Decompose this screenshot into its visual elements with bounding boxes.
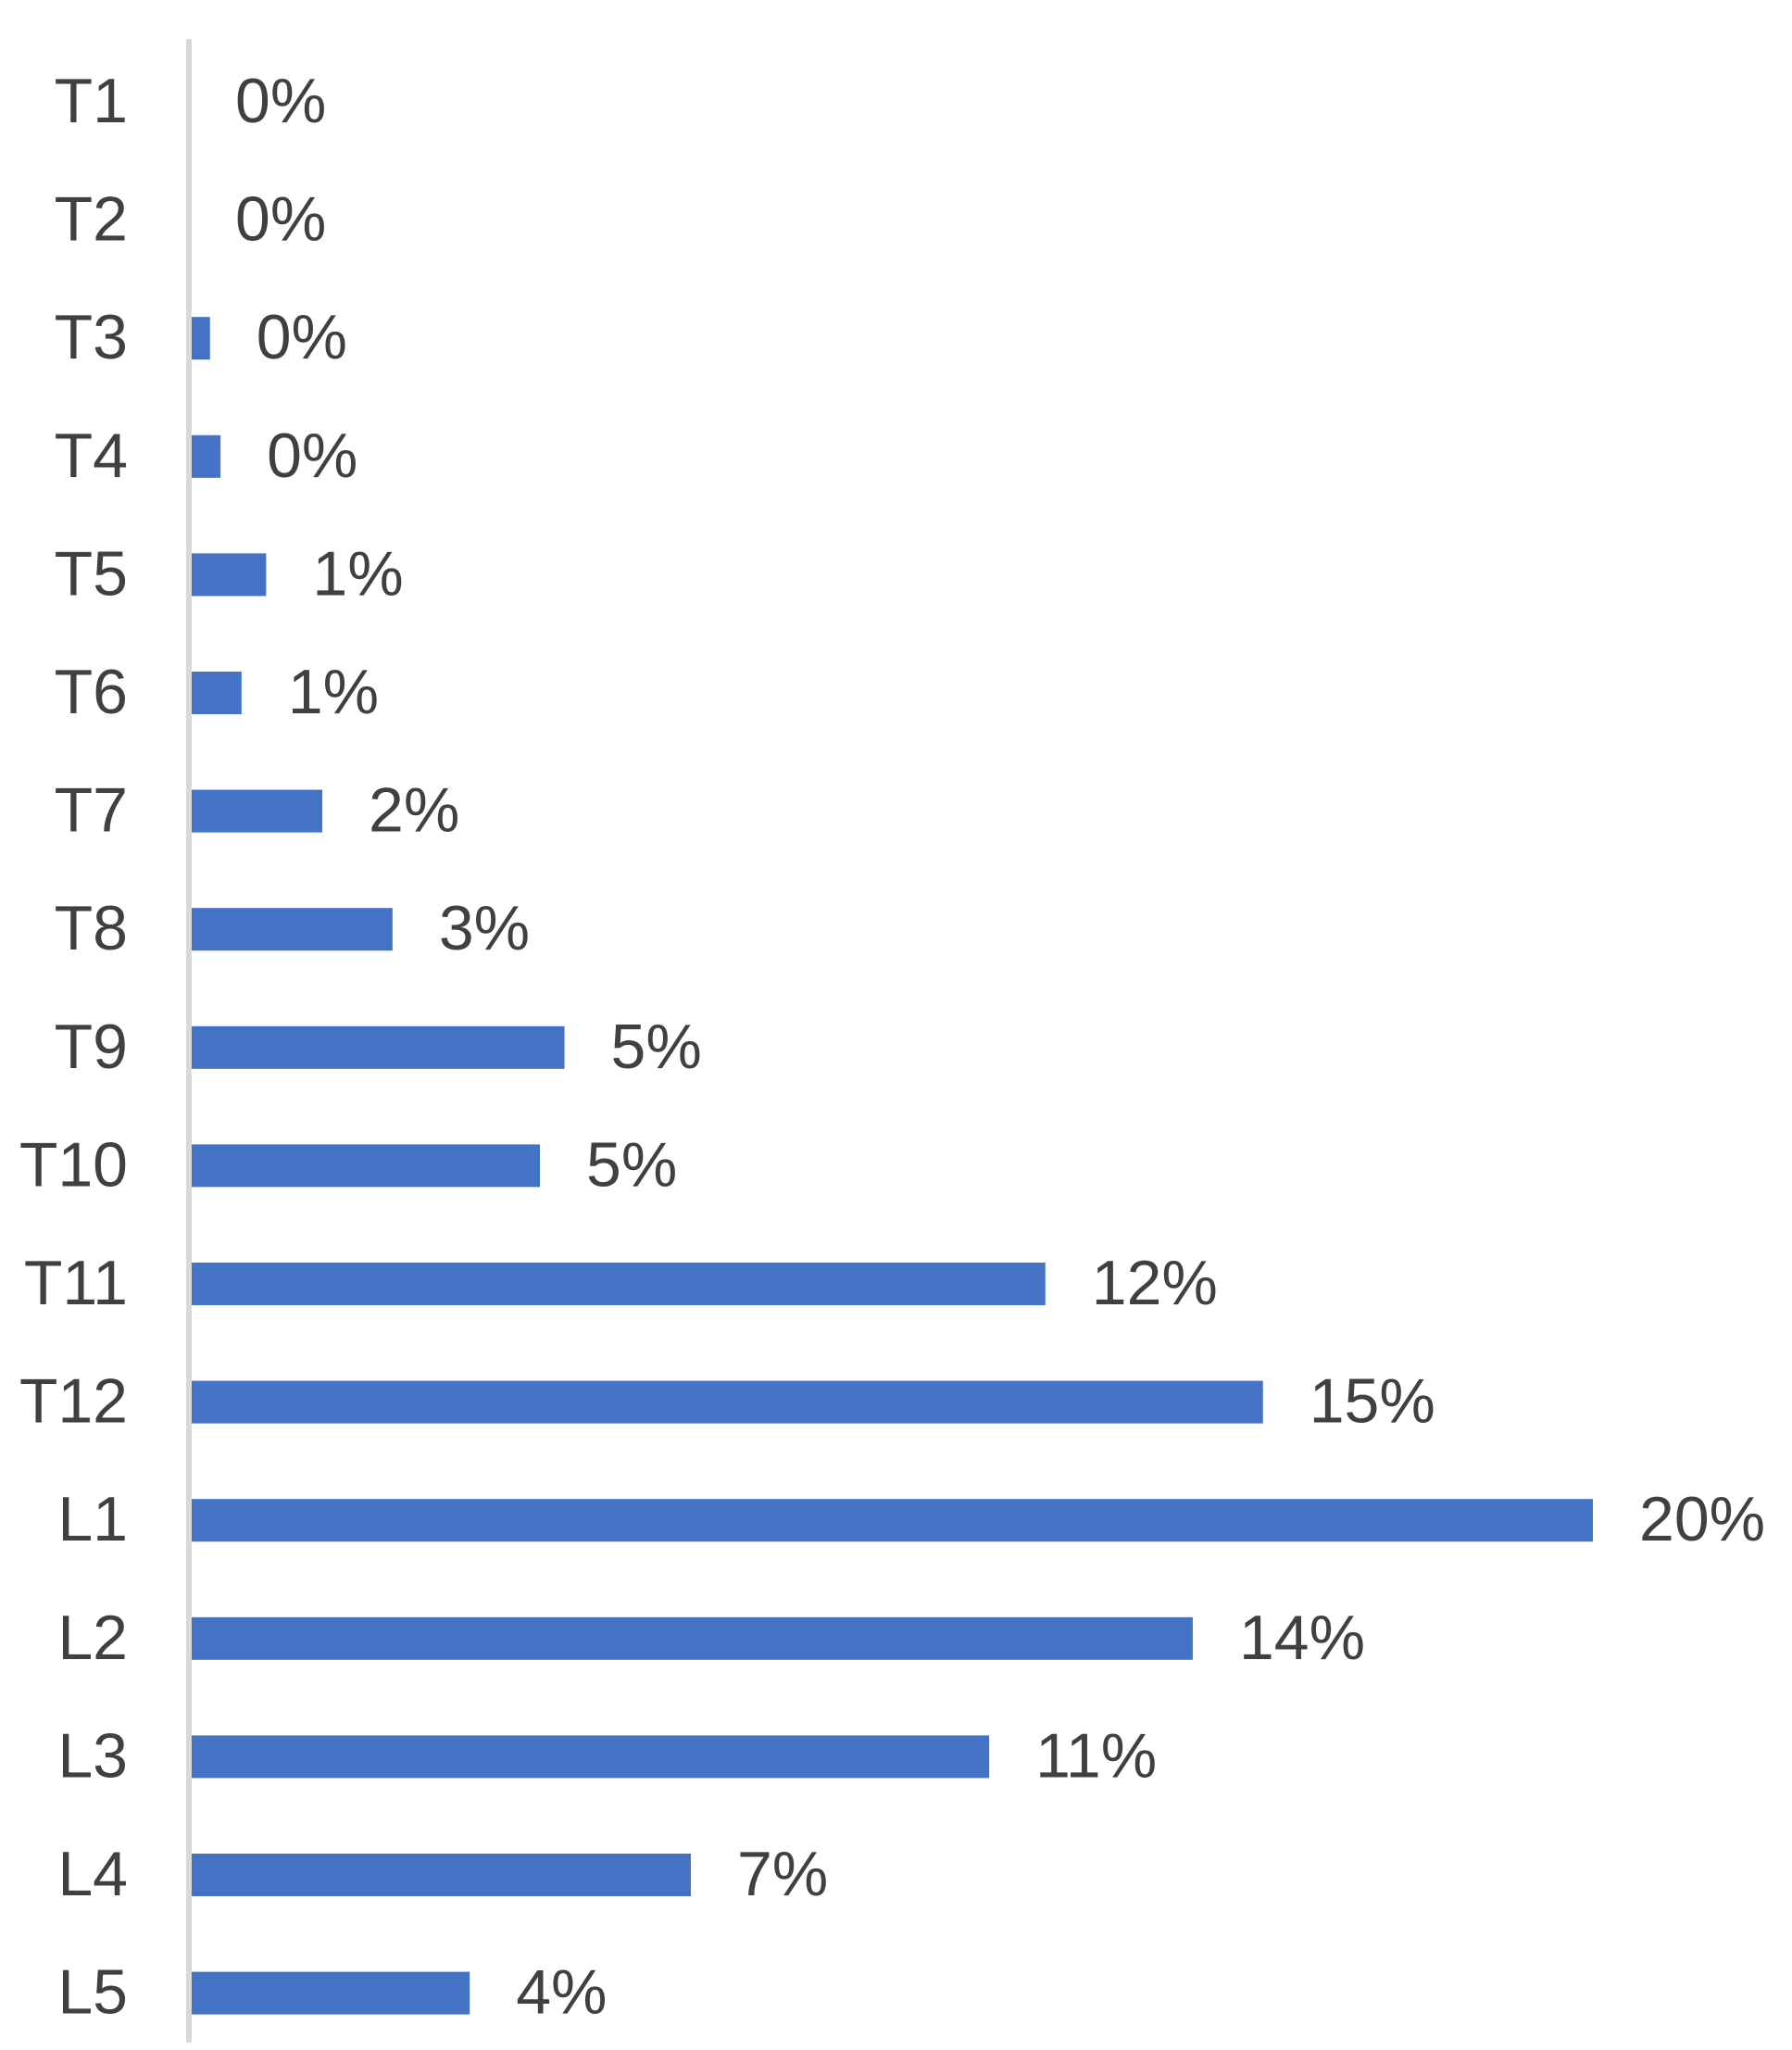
- bar-t7: [189, 789, 323, 833]
- category-label-l1: L1: [57, 1484, 128, 1554]
- bar-l4: [189, 1854, 691, 1896]
- data-label-t6: 1%: [288, 657, 379, 727]
- bar-t6: [189, 672, 242, 714]
- category-label-t5: T5: [55, 538, 128, 609]
- data-label-l5: 4%: [516, 1957, 607, 2028]
- category-labels-group: T1 T2 T3 T4 T5 T6 T7 T8 T9 T10 T11 T12 L1 L2 L3 L4 L5: [19, 66, 128, 2028]
- category-label-t12: T12: [19, 1366, 128, 1437]
- data-label-t9: 5%: [611, 1012, 702, 1082]
- data-label-t10: 5%: [586, 1129, 677, 1200]
- data-label-l1: 20%: [1639, 1484, 1765, 1554]
- data-label-t11: 12%: [1092, 1248, 1218, 1318]
- data-labels-group: 0% 0% 0% 0% 1% 1% 2% 3% 5% 5% 12% 15% 20% 14% 11% 7% 4%: [235, 66, 1765, 2028]
- category-label-t11: T11: [24, 1248, 128, 1318]
- category-label-t7: T7: [55, 775, 128, 846]
- category-label-t10: T10: [19, 1129, 128, 1200]
- category-label-l3: L3: [57, 1720, 128, 1791]
- bar-l1: [189, 1499, 1593, 1542]
- category-label-t8: T8: [55, 893, 128, 963]
- data-label-t12: 15%: [1310, 1366, 1435, 1437]
- bar-t9: [189, 1025, 565, 1069]
- bar-t12: [189, 1380, 1263, 1424]
- data-label-t3: 0%: [257, 302, 347, 372]
- category-label-t2: T2: [55, 184, 128, 255]
- category-label-l4: L4: [57, 1839, 128, 1909]
- data-label-t5: 1%: [312, 538, 403, 609]
- bar-t11: [189, 1263, 1046, 1305]
- bar-l2: [189, 1616, 1193, 1660]
- data-label-l3: 11%: [1035, 1720, 1157, 1791]
- category-label-t4: T4: [55, 421, 128, 491]
- category-label-l5: L5: [57, 1957, 128, 2028]
- data-label-t1: 0%: [235, 66, 326, 136]
- bar-t5: [189, 553, 267, 597]
- bars-group: [189, 317, 1593, 2015]
- data-label-l4: 7%: [737, 1839, 828, 1909]
- data-label-t7: 2%: [369, 775, 459, 846]
- category-label-l2: L2: [57, 1603, 128, 1673]
- bar-t10: [189, 1144, 540, 1188]
- data-label-l2: 14%: [1239, 1603, 1365, 1673]
- category-label-t1: T1: [55, 66, 128, 136]
- data-label-t8: 3%: [439, 893, 530, 963]
- category-label-t3: T3: [55, 302, 128, 372]
- category-label-t9: T9: [55, 1012, 128, 1082]
- category-label-t6: T6: [55, 657, 128, 727]
- bar-t4: [189, 434, 221, 478]
- bar-t3: [189, 317, 210, 360]
- bar-l5: [189, 1971, 470, 2015]
- data-label-t2: 0%: [235, 184, 326, 255]
- data-label-t4: 0%: [267, 421, 357, 491]
- bar-l3: [189, 1735, 990, 1779]
- bar-t8: [189, 908, 393, 951]
